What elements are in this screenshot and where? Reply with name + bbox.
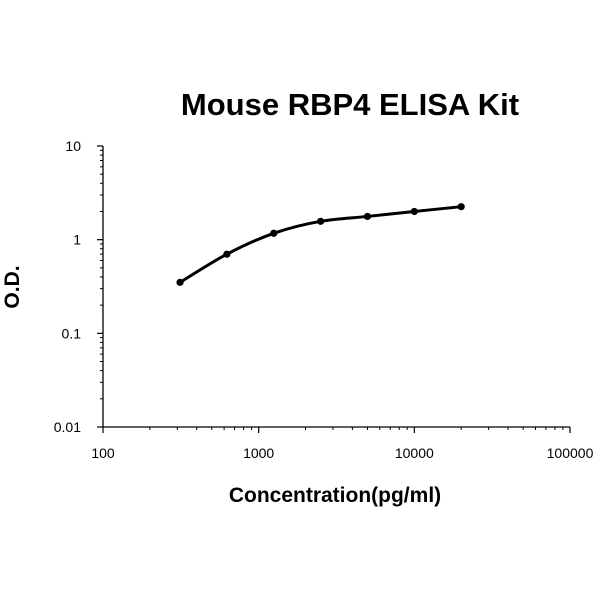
x-axis-label: Concentration(pg/ml) [229,484,441,507]
plot-area: 0.01 0.1 1 10 100 1000 10000 100000 [54,138,594,461]
y-tick-label: 0.01 [54,419,81,435]
y-tick-label: 10 [65,138,81,154]
data-point [363,212,372,221]
data-point [457,203,465,211]
data-point [176,278,184,286]
y-axis-label: O.D. [1,265,24,308]
chart-title: Mouse RBP4 ELISA Kit [181,87,519,122]
y-tick-label: 0.1 [62,325,82,341]
y-tick-labels: 0.01 0.1 1 10 [54,138,81,435]
data-point [410,207,418,216]
x-tick-label: 100000 [547,445,594,461]
y-axis-ticks [97,145,103,428]
x-axis-ticks [102,427,571,433]
x-tick-label: 10000 [395,445,434,461]
series-layer [176,203,465,286]
y-tick-label: 1 [73,232,81,248]
data-point [223,250,231,258]
x-tick-labels: 100 1000 10000 100000 [91,445,593,461]
x-tick-label: 1000 [243,445,274,461]
x-tick-label: 100 [91,445,115,461]
data-point [317,217,325,225]
data-point [270,229,278,237]
